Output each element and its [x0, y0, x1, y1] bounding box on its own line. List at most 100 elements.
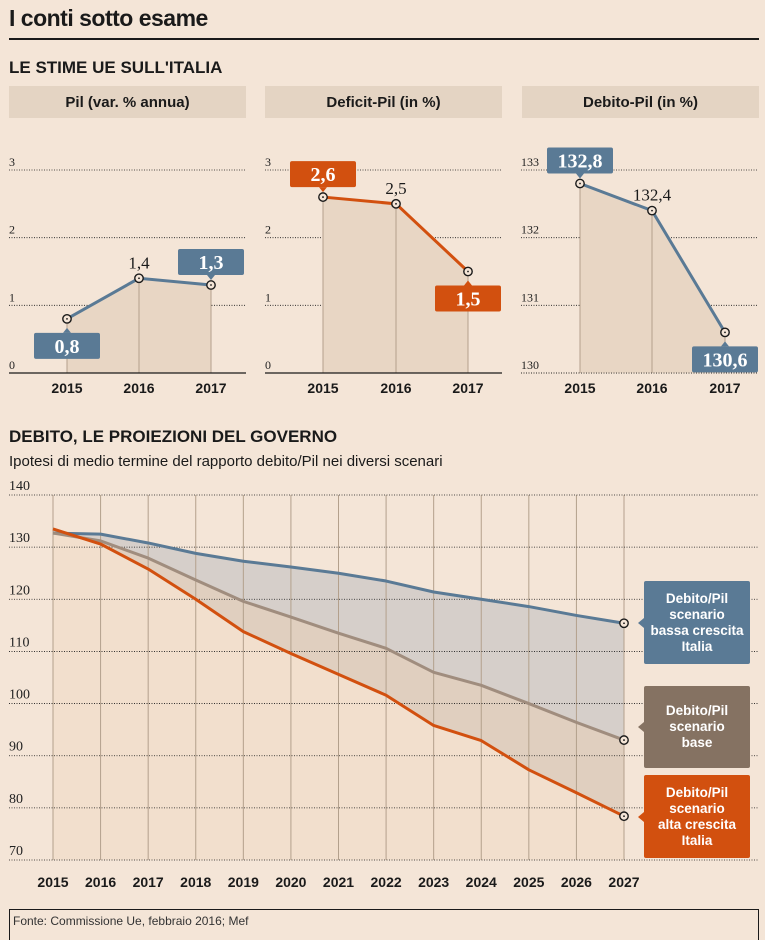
pil-value-label-pointer: [63, 327, 71, 333]
deficit-value-label-pointer: [319, 187, 327, 193]
deficit-xtick: 2016: [380, 380, 411, 396]
debito-value-label-pointer: [721, 341, 729, 347]
big-xtick: 2027: [608, 874, 639, 890]
pil-xtick: 2016: [123, 380, 154, 396]
debito-ytick: 130: [521, 358, 539, 372]
deficit-marker-dot: [322, 196, 324, 198]
big-xtick: 2024: [466, 874, 497, 890]
section-title-stime: LE STIME UE SULL'ITALIA: [9, 58, 223, 77]
deficit-value-label-text: 1,5: [456, 289, 481, 311]
deficit-ytick: 0: [265, 358, 271, 372]
pil-ytick: 0: [9, 358, 15, 372]
big-ytick: 140: [9, 479, 30, 494]
title-divider: [9, 38, 759, 40]
deficit-value-label-text: 2,6: [311, 164, 336, 186]
deficit-xtick: 2015: [307, 380, 338, 396]
debito-marker-dot: [724, 331, 726, 334]
pil-ytick: 2: [9, 223, 15, 237]
big-xtick: 2016: [85, 874, 116, 890]
debito-marker-dot: [651, 209, 653, 212]
pil-value-label-box: [34, 332, 100, 359]
legend-text-line: Italia: [681, 832, 713, 848]
pil-value-label-pointer: [207, 275, 215, 281]
pil-ytick: 3: [9, 155, 15, 169]
big-xtick: 2023: [418, 874, 449, 890]
section-title-proiezioni: DEBITO, LE PROIEZIONI DEL GOVERNO: [9, 427, 338, 446]
debito-value-label-box: [692, 346, 758, 373]
deficit-xtick: 2017: [452, 380, 483, 396]
source-note: Fonte: Commissione Ue, febbraio 2016; Me…: [9, 909, 759, 940]
big-xtick: 2026: [561, 874, 592, 890]
big-xtick: 2018: [180, 874, 211, 890]
pil-value-label-box: [178, 249, 244, 276]
deficit-marker-dot: [467, 270, 469, 273]
big-xtick: 2025: [513, 874, 544, 890]
page-title: I conti sotto esame: [9, 5, 208, 31]
legend-text-line: Italia: [681, 638, 713, 654]
pil-ytick: 1: [9, 290, 15, 304]
deficit-value-label-pointer: [464, 280, 472, 286]
pil-value-label-text: 0,8: [55, 336, 80, 358]
debito-marker-dot: [579, 182, 581, 185]
line-bassa-crescita-end-marker-dot: [623, 622, 625, 625]
pil-value-label-text: 1,3: [199, 252, 224, 274]
legend-text-line: base: [681, 735, 713, 750]
debito-value-label-pointer: [576, 173, 584, 179]
legend-text-line: Debito/Pil: [665, 784, 729, 800]
big-ytick: 120: [9, 583, 30, 598]
legend-text-line: Debito/Pil: [665, 703, 729, 718]
big-ytick: 80: [9, 792, 23, 807]
legend-text-line: Debito/Pil: [665, 590, 729, 606]
big-ytick: 130: [9, 531, 30, 546]
debito-xtick: 2017: [709, 380, 740, 396]
debito-value-label-text: 130,6: [703, 349, 748, 371]
deficit-ytick: 2: [265, 223, 271, 237]
legend-text-line: scenario: [669, 606, 725, 622]
debito-ytick: 133: [521, 155, 539, 169]
legend-text-line: scenario: [669, 719, 725, 734]
pil-marker-dot: [66, 317, 68, 320]
pil-xtick: 2017: [195, 380, 226, 396]
line-alta-crescita-end-marker-dot: [623, 815, 625, 818]
big-xtick: 2019: [228, 874, 259, 890]
big-xtick: 2022: [371, 874, 402, 890]
debito-xtick: 2016: [636, 380, 667, 396]
legend-base: Debito/Pil scenario base: [638, 686, 750, 768]
section-subtitle: Ipotesi di medio termine del rapporto de…: [9, 453, 443, 470]
deficit-ytick: 3: [265, 155, 271, 169]
deficit-value-label: 2,5: [385, 179, 406, 198]
line-base-end-marker-dot: [623, 739, 625, 741]
line-bassa-crescita: [52, 531, 625, 625]
pil-marker-dot: [210, 284, 212, 286]
deficit-value-label-box: [290, 161, 356, 188]
deficit-value-label-box: [435, 285, 501, 312]
big-ytick: 100: [9, 688, 30, 703]
debito-xtick: 2015: [564, 380, 595, 396]
legend-alta-crescita: Debito/Pil scenario alta crescita Italia: [638, 775, 750, 858]
legend-text-line: scenario: [669, 800, 725, 816]
debito-value-label-text: 132,8: [558, 151, 603, 173]
big-xtick: 2015: [37, 874, 68, 890]
debito-ytick: 132: [521, 223, 539, 237]
deficit-ytick: 1: [265, 290, 271, 304]
panel-header-deficit: Deficit-Pil (in %): [265, 86, 502, 118]
big-ytick: 90: [9, 740, 23, 755]
pil-marker-dot: [138, 277, 140, 280]
big-xtick: 2017: [133, 874, 164, 890]
legend-bassa-crescita: Debito/Pil scenario bassa crescita Italia: [638, 581, 750, 664]
big-xtick: 2020: [275, 874, 306, 890]
debito-ytick: 131: [521, 290, 539, 304]
line-base: [52, 531, 625, 742]
line-alta-crescita: [52, 527, 625, 818]
pil-xtick: 2015: [51, 380, 82, 396]
deficit-marker-dot: [395, 202, 397, 205]
big-ytick: 70: [9, 844, 23, 859]
legend-text-line: bassa crescita: [650, 622, 744, 638]
big-xtick: 2021: [323, 874, 354, 890]
debito-value-label-box: [547, 147, 613, 174]
panel-header-pil: Pil (var. % annua): [9, 86, 246, 118]
legend-text-line: alta crescita: [657, 816, 737, 832]
panel-header-debito: Debito-Pil (in %): [522, 86, 759, 118]
pil-value-label: 1,4: [128, 253, 150, 272]
